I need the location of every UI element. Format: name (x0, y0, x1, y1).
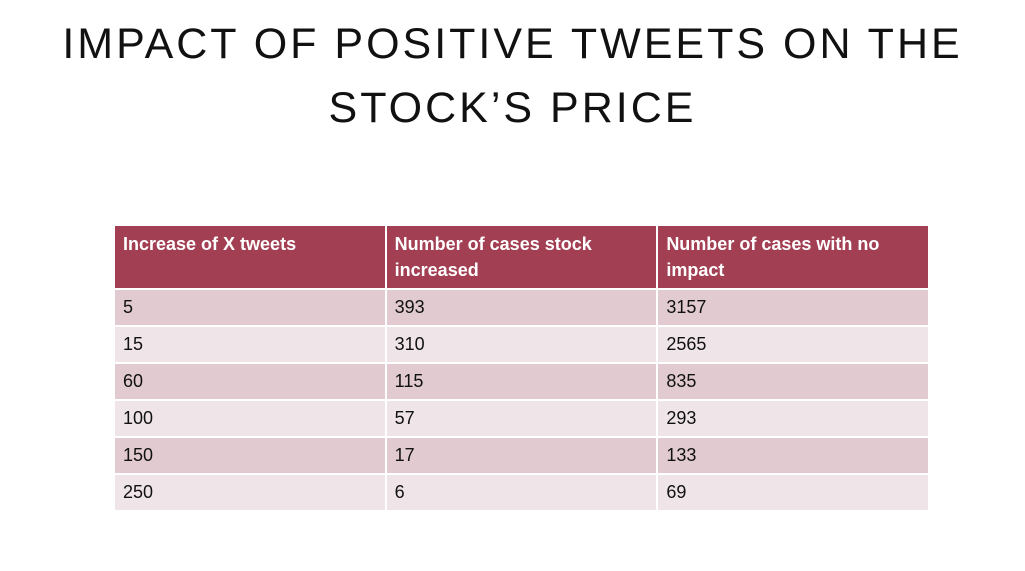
table-row: 5 393 3157 (113, 288, 930, 327)
table-cell: 60 (113, 362, 387, 401)
data-table: Increase of X tweets Number of cases stoc… (113, 224, 930, 512)
table-row: 150 17 133 (113, 436, 930, 475)
table-cell: 115 (384, 362, 659, 401)
table-row: 100 57 293 (113, 399, 930, 438)
table-cell: 3157 (656, 288, 930, 327)
table-cell: 310 (384, 325, 659, 364)
column-header: Number of cases stock increased (384, 224, 659, 290)
table-cell: 250 (113, 473, 387, 512)
title-line: STOCK’S PRICE (328, 84, 697, 132)
table-cell: 5 (113, 288, 387, 327)
table-cell: 133 (656, 436, 930, 475)
table-cell: 293 (656, 399, 930, 438)
table-row: 15 310 2565 (113, 325, 930, 364)
table-cell: 17 (384, 436, 659, 475)
title-line: IMPACT OF POSITIVE TWEETS ON THE (62, 20, 963, 68)
table-row: 250 6 69 (113, 473, 930, 512)
table-row: 60 115 835 (113, 362, 930, 401)
table-cell: 15 (113, 325, 387, 364)
table-cell: 57 (384, 399, 659, 438)
column-header: Number of cases with no impact (656, 224, 930, 290)
table-cell: 6 (384, 473, 659, 512)
slide-title: IMPACT OF POSITIVE TWEETS ON THE STOCK’S … (0, 12, 1025, 140)
column-header: Increase of X tweets (113, 224, 387, 290)
table-cell: 2565 (656, 325, 930, 364)
table-cell: 150 (113, 436, 387, 475)
table-cell: 835 (656, 362, 930, 401)
table-cell: 69 (656, 473, 930, 512)
table-cell: 393 (384, 288, 659, 327)
table-cell: 100 (113, 399, 387, 438)
header-row: Increase of X tweets Number of cases stoc… (113, 224, 930, 290)
